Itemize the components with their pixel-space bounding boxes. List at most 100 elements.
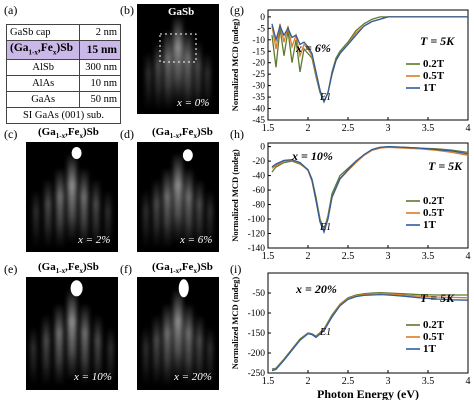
rheed-image-x10 (26, 277, 118, 390)
y-tick-label: -15 (252, 47, 265, 57)
series-line (271, 146, 469, 233)
rheed-x-label: x = 0% (177, 97, 210, 109)
panel-label-f: (f) (120, 262, 132, 276)
rheed-x-label: x = 2% (78, 234, 111, 246)
stack-row: GaSb cap 2 nm (5, 24, 121, 41)
annotation-e1: E1 (319, 92, 331, 103)
annotation-x: x = 20% (295, 282, 337, 296)
series-line (271, 16, 468, 104)
rheed-image-x6 (137, 142, 219, 252)
y-tick-label: -60 (252, 186, 265, 196)
substrate-name: SI GaAs (001) sub. (6, 107, 121, 125)
annotation-temperature: T = 5K (420, 291, 455, 305)
legend-label: 1T (423, 219, 437, 231)
x-tick-label: 1.5 (262, 251, 275, 262)
x-tick-label: 4 (466, 251, 471, 262)
plot-frame (267, 9, 469, 121)
y-axis-label: Normalized MCD (mdeg) (230, 149, 240, 242)
layer-thickness: 50 nm (79, 91, 121, 109)
series-line (271, 16, 468, 104)
y-tick-label: -250 (248, 369, 266, 379)
rheed-title: (Ga1-x,Fex)Sb (152, 126, 213, 141)
x-tick-label: 3.5 (422, 251, 435, 262)
series-line (271, 145, 469, 233)
y-tick-label: -40 (252, 172, 265, 182)
x-tick-label: 2.5 (342, 376, 355, 387)
plot-frame (267, 272, 469, 374)
legend-label: 1T (423, 343, 437, 355)
rheed-title: GaSb (168, 6, 195, 18)
layer-thickness: 10 nm (79, 75, 121, 93)
series-line (271, 293, 469, 372)
x-axis-label: Photon Energy (eV) (317, 387, 419, 400)
series-line (271, 291, 468, 370)
annotation-temperature: T = 5K (420, 34, 455, 48)
y-tick-label: 0 (260, 143, 265, 153)
y-tick-label: -45 (252, 116, 265, 126)
panel-label-h: (h) (230, 127, 244, 141)
annotation-e1: E1 (319, 327, 331, 338)
annotation-temperature: T = 5K (428, 159, 463, 173)
rheed-image-x2 (26, 142, 118, 252)
y-tick-label: -50 (252, 289, 265, 299)
legend-label: 0.2T (423, 58, 445, 70)
y-axis-label: Normalized MCD (mdeg) (230, 19, 240, 112)
x-tick-label: 3.5 (422, 123, 435, 134)
layer-name: AlAs (5, 75, 81, 93)
x-tick-label: 1.5 (262, 376, 275, 387)
rheed-image-gasb (137, 4, 219, 114)
y-tick-label: -5 (257, 24, 265, 34)
rheed-title: (Ga1-x,Fex)Sb (152, 261, 213, 276)
x-tick-label: 2 (306, 251, 311, 262)
panel-label-c: (c) (4, 127, 18, 141)
y-tick-label: -200 (248, 349, 266, 359)
x-tick-label: 2 (306, 376, 311, 387)
y-tick-label: -35 (252, 93, 265, 103)
rheed-title: (Ga1-x,Fex)Sb (38, 126, 99, 141)
legend-label: 1T (423, 82, 437, 94)
x-tick-label: 3 (386, 251, 391, 262)
layer-stack-table: GaSb cap 2 nm (Ga1-x,Fex)Sb 15 nm AlSb 3… (5, 24, 121, 125)
legend-label: 0.2T (423, 195, 445, 207)
rheed-x-label: x = 10% (74, 371, 112, 383)
y-tick-label: -100 (248, 215, 266, 225)
y-tick-label: -80 (252, 201, 265, 211)
panel-label-e: (e) (4, 262, 18, 276)
legend-label: 0.2T (423, 319, 445, 331)
y-tick-label: -20 (252, 59, 265, 69)
layer-thickness: 15 nm (79, 39, 121, 61)
x-tick-label: 2.5 (342, 123, 355, 134)
series-line (271, 145, 469, 235)
y-tick-label: -100 (248, 309, 266, 319)
y-tick-label: -40 (252, 105, 265, 115)
y-tick-label: -140 (248, 244, 266, 254)
panel-label-d: (d) (120, 127, 134, 141)
series-line (271, 292, 469, 371)
layer-thickness: 300 nm (79, 59, 121, 77)
x-tick-label: 3.5 (422, 376, 435, 387)
layer-name: GaAs (5, 91, 81, 109)
rheed-title: (Ga1-x,Fex)Sb (38, 261, 99, 276)
stack-row: AlSb 300 nm (5, 59, 121, 77)
y-tick-label: -10 (252, 36, 265, 46)
stack-row-substrate: SI GaAs (001) sub. (6, 107, 121, 125)
series-line (271, 16, 468, 104)
rheed-x-label: x = 6% (180, 234, 213, 246)
legend-label: 0.5T (423, 331, 445, 343)
legend-label: 0.5T (423, 70, 445, 82)
annotation-x: x = 6% (295, 41, 331, 55)
legend-label: 0.5T (423, 207, 445, 219)
stack-row-highlight: (Ga1-x,Fex)Sb 15 nm (5, 39, 121, 61)
panel-label-i: (i) (230, 262, 242, 276)
rheed-x-label: x = 20% (174, 371, 212, 383)
annotation-e1: E1 (319, 222, 331, 233)
stack-row: AlAs 10 nm (5, 75, 121, 93)
x-tick-label: 1.5 (262, 123, 275, 134)
x-tick-label: 2 (306, 123, 311, 134)
x-tick-label: 3 (386, 123, 391, 134)
stack-row: GaAs 50 nm (5, 91, 121, 109)
rheed-image-x20 (137, 277, 219, 390)
x-tick-label: 4 (466, 376, 471, 387)
layer-name: GaSb cap (5, 24, 81, 41)
